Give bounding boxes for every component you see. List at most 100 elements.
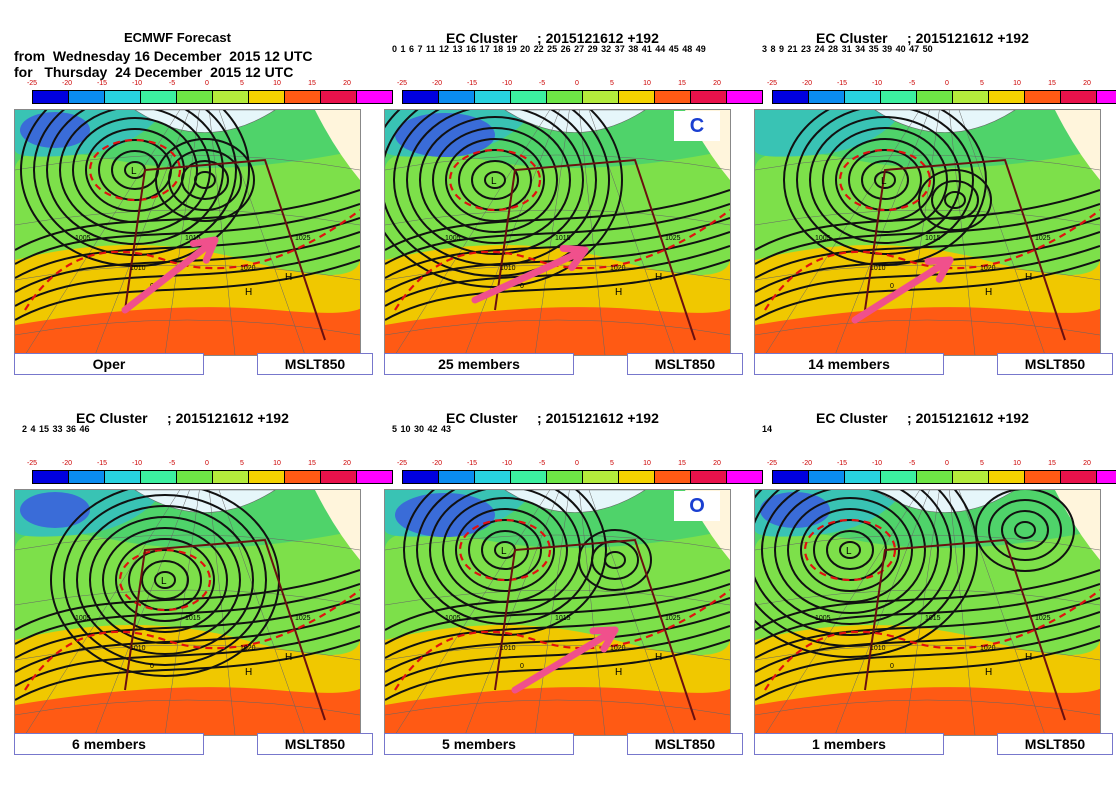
colorbar-tick-label: 20	[713, 460, 721, 467]
isobar-contour	[755, 611, 1100, 673]
colorbar-swatch	[33, 471, 69, 483]
isotherm-label: 0	[520, 283, 524, 290]
colorbar-tick-label: -10	[501, 80, 513, 87]
colorbar-swatch	[1025, 471, 1061, 483]
colorbar-tick-label: 10	[1013, 80, 1021, 87]
isobar-contour	[63, 494, 267, 666]
isobar-contour	[839, 541, 861, 559]
isobar-label: 1010	[500, 265, 516, 272]
graticule-line	[208, 490, 236, 735]
isobar-contour	[755, 189, 1100, 251]
flow-arrow-head	[189, 236, 219, 264]
colorbar-tick-label: -10	[501, 460, 513, 467]
colorbar-tick-label: 0	[945, 460, 949, 467]
isobar-contour	[385, 625, 730, 687]
dashed-isotherm	[764, 589, 1100, 691]
isobar-contour	[481, 530, 529, 570]
colorbar-tick-label: -25	[396, 80, 408, 87]
colorbar-tick-label: -25	[396, 460, 408, 467]
isobar-contour	[385, 110, 610, 277]
colorbar-tick-label: 5	[980, 80, 984, 87]
isobar-contour	[822, 127, 948, 233]
isobar-label: 1015	[555, 235, 571, 242]
flow-arrow	[121, 236, 219, 314]
dashed-isotherm	[24, 589, 360, 691]
colorbar-swatch	[357, 471, 392, 483]
colorbar-swatch	[177, 91, 213, 103]
isobar-contour	[755, 245, 1100, 307]
graticule-line	[94, 110, 190, 355]
colorbar-swatch	[619, 471, 655, 483]
isobar-contour	[15, 625, 360, 687]
colorbar-tick-label: 20	[713, 80, 721, 87]
colorbar-tick-label: 10	[1013, 460, 1021, 467]
sector-box	[494, 538, 696, 721]
isotherm-label: 0	[890, 283, 894, 290]
colorbar-tick-label: 10	[273, 460, 281, 467]
map-svg: 1005 1010 1015 1020 1025 0 L H H	[755, 490, 1100, 735]
colorbar-tick-label: -10	[871, 460, 883, 467]
temperature-colorbar: -25 -20 -15 -10 -5 0 5 10 15 20	[384, 80, 763, 106]
colorbar-tick-label: 0	[205, 80, 209, 87]
isobar-contour	[944, 191, 966, 209]
panel-title-line: EC Cluster ; 2015121612 +192	[76, 410, 289, 426]
low-pressure-marker: L	[131, 166, 137, 177]
isobar-contour	[755, 625, 1100, 687]
graticule-line	[15, 319, 360, 336]
colorbar-tick-label: 0	[575, 80, 579, 87]
colorbar-swatch	[475, 91, 511, 103]
forecast-panel-3: EC Cluster ; 2015121612 +192 3 8 9 21 23 …	[754, 0, 1116, 380]
map-svg: 1005 1010 1015 1020 1025 0 L H H	[385, 110, 730, 355]
isobar-contour	[385, 203, 730, 265]
colorbar-tick-label: 5	[980, 460, 984, 467]
isobar-label: 1020	[240, 645, 256, 652]
colorbar-swatch	[213, 471, 249, 483]
isobar-label: 1020	[980, 645, 996, 652]
isobar-contour	[385, 583, 730, 645]
isobar-label: 1010	[870, 645, 886, 652]
colorbar-tick-label: -15	[466, 80, 478, 87]
colorbar-tick-label: -5	[908, 80, 916, 87]
pressure-temperature-map: 1005 1010 1015 1020 1025 0 L H H	[754, 489, 1101, 736]
graticule-line	[385, 319, 730, 336]
cluster-letter-badge: O	[674, 491, 720, 521]
colorbar-swatch	[691, 91, 727, 103]
isobar-contour	[755, 490, 978, 658]
colorbar-tick-label: -25	[26, 80, 38, 87]
sector-box	[124, 158, 326, 341]
graticule-line	[755, 699, 1100, 716]
colorbar-swatch	[141, 471, 177, 483]
isobar-label: 1005	[815, 615, 831, 622]
colorbar-tick-label: 15	[308, 80, 316, 87]
parameter-label: MSLT850	[257, 353, 373, 375]
isobar-label: 1010	[870, 265, 886, 272]
isobar-contour	[385, 217, 730, 279]
isobar-contour	[385, 597, 730, 659]
graticule-line	[578, 490, 606, 735]
isobar-contour	[796, 110, 974, 255]
isotherm-label: 0	[150, 663, 154, 670]
forecast-panel-4: EC Cluster ; 2015121612 +192 2 4 15 33 36…	[14, 380, 393, 760]
graticule-line	[904, 490, 940, 735]
high-pressure-marker: H	[655, 272, 662, 283]
isobar-label: 1005	[75, 615, 91, 622]
high-pressure-marker: H	[285, 652, 292, 663]
member-count-label: 6 members	[14, 733, 204, 755]
isobar-contour	[76, 505, 254, 655]
colorbar-swatch	[511, 91, 547, 103]
colorbar-swatch	[917, 471, 953, 483]
graticule-line	[764, 490, 921, 735]
isobar-contour	[15, 203, 360, 265]
colorbar-swatch	[249, 471, 285, 483]
cold-pool	[760, 492, 830, 528]
colorbar-tick-label: -15	[96, 460, 108, 467]
colorbar-swatch	[321, 471, 357, 483]
colorbar-swatch	[547, 91, 583, 103]
isobar-contour	[154, 571, 176, 589]
isotherm-label: 0	[890, 663, 894, 670]
isobar-label: 1005	[445, 235, 461, 242]
colorbar-swatch	[105, 91, 141, 103]
map-temperature-band	[385, 295, 730, 355]
colorbar-tick-label: 20	[343, 80, 351, 87]
parameter-label: MSLT850	[997, 353, 1113, 375]
